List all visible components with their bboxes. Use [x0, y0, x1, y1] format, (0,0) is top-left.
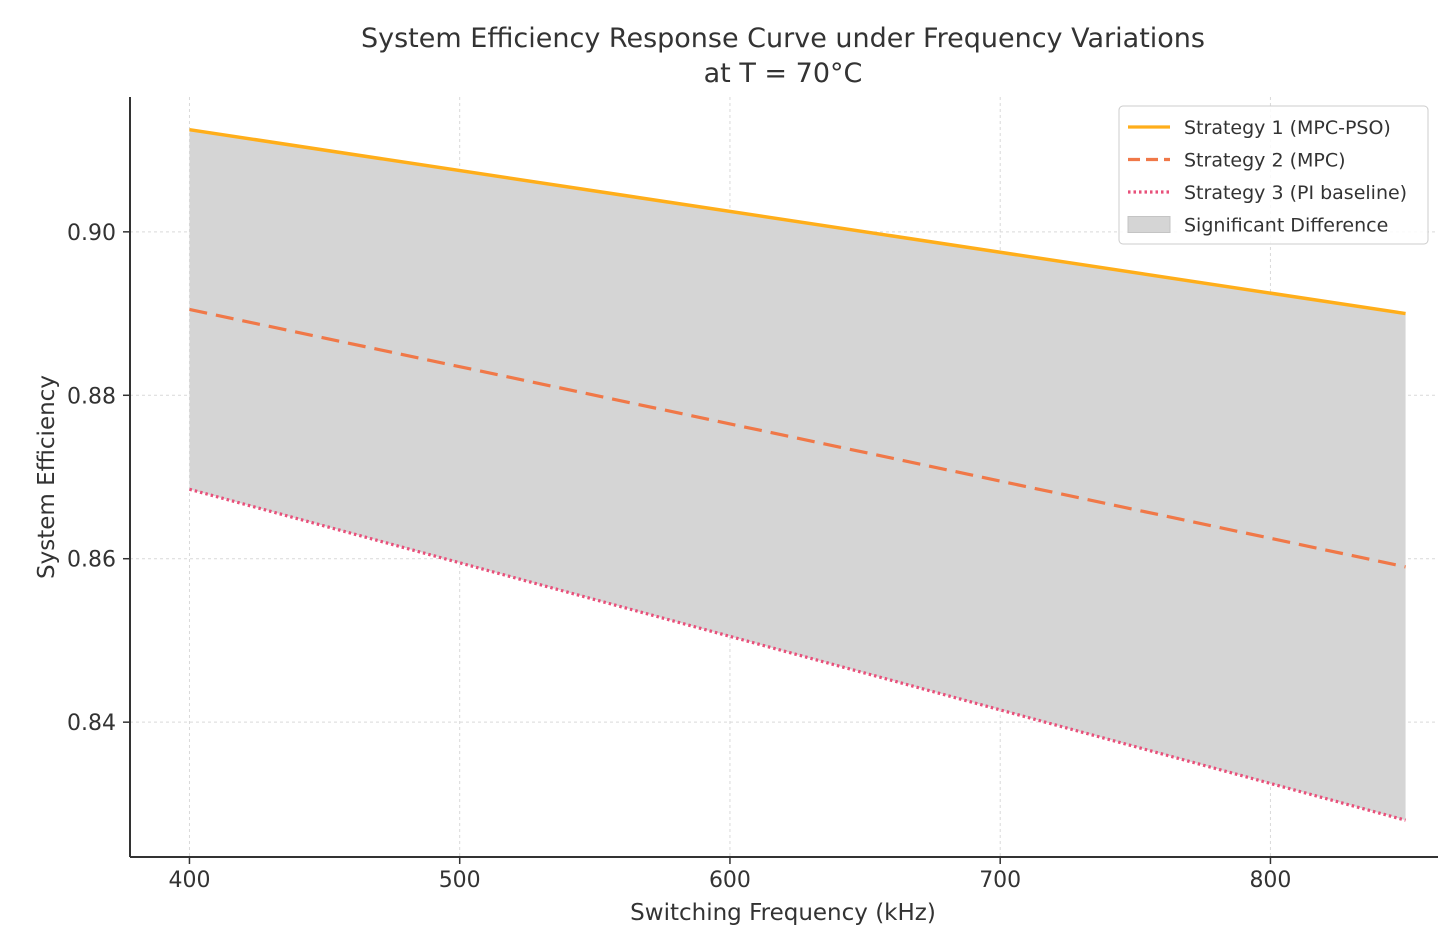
x-ticks: 400 500 600 700 800	[168, 857, 1291, 893]
legend-label-significant-difference: Significant Difference	[1184, 215, 1388, 237]
y-tick-label: 0.86	[67, 548, 116, 573]
y-tick-label: 0.90	[67, 221, 116, 246]
significant-difference-area	[189, 129, 1406, 821]
y-axis-label: System Efficiency	[34, 375, 60, 579]
chart-title-line-2: at T = 70°C	[704, 58, 863, 89]
legend-label-strategy-3: Strategy 3 (PI baseline)	[1184, 182, 1407, 204]
legend-swatch-significant-difference	[1127, 216, 1171, 233]
x-tick-label: 700	[979, 868, 1021, 893]
legend-label-strategy-2: Strategy 2 (MPC)	[1184, 150, 1346, 172]
legend: Strategy 1 (MPC-PSO) Strategy 2 (MPC) Stra…	[1118, 105, 1429, 245]
y-tick-label: 0.84	[67, 711, 116, 736]
x-tick-label: 500	[439, 868, 481, 893]
x-tick-label: 800	[1249, 868, 1291, 893]
legend-frame	[1118, 105, 1429, 245]
x-tick-label: 400	[168, 868, 210, 893]
y-ticks: 0.84 0.86 0.88 0.90	[67, 221, 130, 736]
series-line-strategy-2	[189, 307, 1406, 569]
series-layer	[189, 127, 1406, 822]
legend-items: Strategy 1 (MPC-PSO) Strategy 2 (MPC) Stra…	[1127, 117, 1407, 237]
x-tick-label: 600	[709, 868, 751, 893]
chart-title-line-1: System Efficiency Response Curve under F…	[361, 23, 1205, 54]
series-line-strategy-3	[189, 487, 1406, 822]
x-axis-label: Switching Frequency (kHz)	[630, 900, 936, 926]
y-tick-label: 0.88	[67, 384, 116, 409]
series-line-strategy-1	[189, 127, 1406, 316]
legend-label-strategy-1: Strategy 1 (MPC-PSO)	[1184, 117, 1391, 139]
difference-fill-layer	[189, 129, 1406, 821]
